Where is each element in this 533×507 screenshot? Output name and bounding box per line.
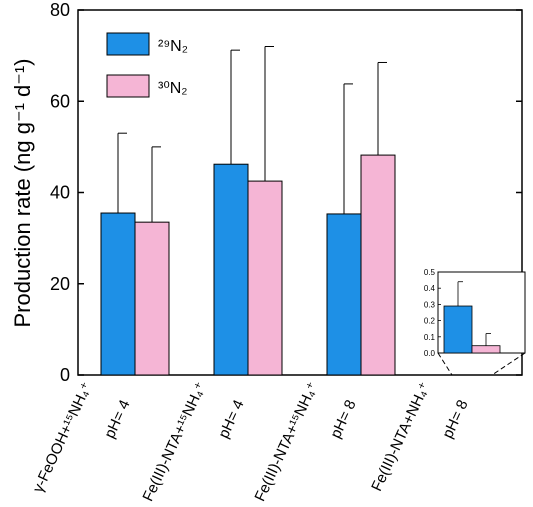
legend-swatch [106, 74, 150, 98]
y-axis-label: Production rate (ng g⁻¹ d⁻¹) [10, 58, 35, 327]
category-ph: pH= 8 [439, 397, 472, 441]
inset-connector [491, 352, 526, 376]
inset-bar-series2 [471, 345, 501, 354]
error-bars [117, 46, 387, 223]
y-tick-label: 60 [50, 91, 70, 111]
category-ph: pH= 4 [215, 397, 248, 441]
y-ticks: 0 20 40 60 80 [50, 0, 522, 385]
category-ph: pH= 8 [327, 397, 360, 441]
inset-connector [437, 352, 453, 376]
y-tick-label: 80 [50, 0, 70, 20]
inset-tick-label: 0.4 [424, 284, 436, 293]
legend-swatch [106, 32, 150, 56]
inset-tick-label: 0.0 [424, 349, 436, 358]
category-ph: pH= 4 [101, 397, 134, 441]
bar-series1 [326, 213, 362, 376]
inset-tick-label: 0.2 [424, 317, 436, 326]
legend-label: ³⁰N₂ [158, 80, 188, 97]
category-label: Fe(III)-NTA+NH₄⁺ pH= 8 [368, 380, 472, 494]
bar-series1 [100, 212, 136, 376]
inset-bar-series1 [443, 305, 473, 354]
y-tick-label: 0 [60, 365, 70, 385]
inset-chart: 0.0 0.1 0.2 0.3 0.4 0.5 [424, 268, 526, 376]
category-name: γ-FeOOH+¹⁵NH₄⁺ [30, 380, 96, 496]
category-name: Fe(III)-NTA+NH₄⁺ [368, 380, 433, 494]
category-label: γ-FeOOH+¹⁵NH₄⁺ pH= 4 [30, 380, 134, 496]
y-tick-label: 40 [50, 183, 70, 203]
category-label: Fe(III)-NTA+¹⁵NH₄⁺ pH= 8 [251, 380, 360, 505]
category-labels: γ-FeOOH+¹⁵NH₄⁺ pH= 4 Fe(III)-NTA+¹⁵NH₄⁺ pH=… [30, 380, 472, 505]
category-name: Fe(III)-NTA+¹⁵NH₄⁺ [251, 380, 321, 505]
bars [100, 154, 396, 376]
legend-label: ²⁹N₂ [158, 38, 188, 55]
y-tick-label: 20 [50, 274, 70, 294]
category-label: Fe(III)-NTA+¹⁵NH₄⁺ pH= 4 [139, 380, 248, 505]
bar-series1 [213, 163, 249, 376]
bar-series2 [360, 154, 396, 376]
legend: ²⁹N₂ ³⁰N₂ [106, 32, 188, 98]
bar-series2 [247, 180, 283, 376]
inset-tick-label: 0.3 [424, 300, 436, 309]
inset-tick-label: 0.5 [424, 268, 436, 277]
bar-series2 [134, 221, 170, 376]
inset-tick-label: 0.1 [424, 333, 436, 342]
category-name: Fe(III)-NTA+¹⁵NH₄⁺ [139, 380, 209, 505]
